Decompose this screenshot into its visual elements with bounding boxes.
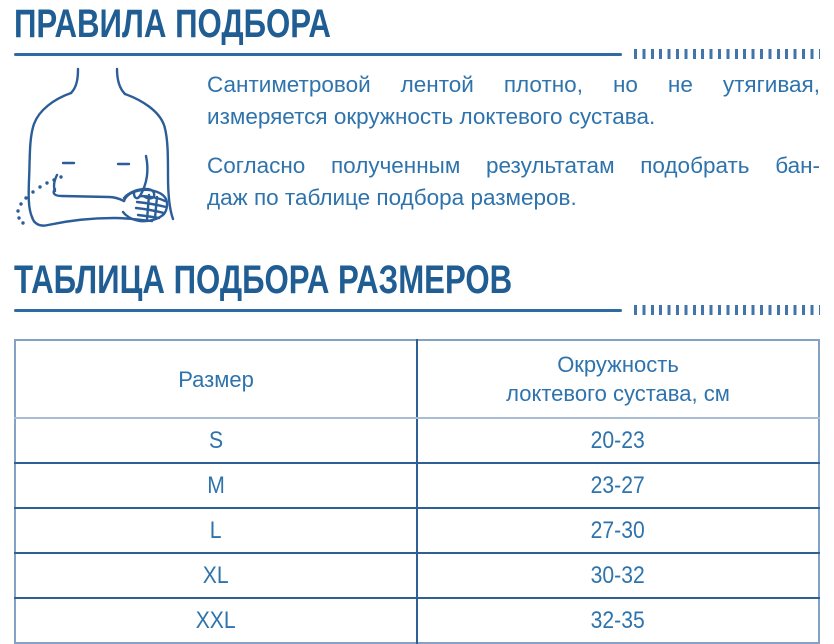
- paragraph: Сантиметровой лентой плотно, но не утяги…: [207, 69, 820, 133]
- size-cell: XXL: [15, 598, 418, 643]
- paragraph: Согласно полученным результатам подобрат…: [207, 150, 820, 214]
- size-cell: XL: [15, 553, 418, 599]
- section-title-rules-text: ПРАВИЛА ПОДБОРА: [14, 2, 331, 46]
- circumference-cell-text: 20-23: [590, 426, 646, 454]
- section-title-size-table: ТАБЛИЦА ПОДБОРА РАЗМЕРОВ: [14, 260, 820, 300]
- instruction-text: Сантиметровой лентой плотно, но не утяги…: [204, 67, 820, 231]
- paragraph-line: Сантиметровой лентой плотно, но не утяги…: [207, 72, 820, 97]
- circumference-cell: 27-30: [417, 508, 819, 554]
- circumference-cell-text: 30-32: [590, 561, 646, 589]
- circumference-cell-text: 32-35: [590, 606, 646, 634]
- table-row: XXL 32-35: [15, 598, 819, 643]
- table-row: M 23-27: [15, 463, 819, 509]
- size-cell-text: L: [210, 516, 222, 544]
- rules-content: Сантиметровой лентой плотно, но не утяги…: [14, 67, 820, 240]
- size-cell: M: [15, 463, 418, 509]
- section-title-rules: ПРАВИЛА ПОДБОРА: [14, 4, 820, 44]
- circumference-cell: 20-23: [417, 418, 819, 464]
- torso-line-drawing: [16, 67, 175, 227]
- torso-illustration: [14, 67, 204, 240]
- size-cell-text: XL: [203, 561, 229, 589]
- circumference-cell-text: 27-30: [590, 516, 646, 544]
- size-table: Размер Окружность локтевого сустава, см …: [14, 339, 820, 644]
- heading-underline: [14, 305, 820, 315]
- paragraph-line: измеряется окружность локтевого сустава.: [207, 104, 656, 129]
- tick-marks-decoration: [634, 49, 820, 59]
- size-cell-text: XXL: [196, 606, 236, 634]
- size-cell: L: [15, 508, 418, 554]
- underline-rule: [14, 52, 622, 56]
- section-size-table: ТАБЛИЦА ПОДБОРА РАЗМЕРОВ Размер Окружнос…: [14, 260, 820, 644]
- size-cell-text: M: [207, 471, 225, 499]
- circumference-cell-text: 23-27: [590, 471, 646, 499]
- size-cell-text: S: [208, 426, 224, 454]
- underline-rule: [14, 308, 622, 312]
- table-row: L 27-30: [15, 508, 819, 554]
- heading-underline: [14, 49, 820, 59]
- column-header-circumference: Окружность локтевого сустава, см: [417, 340, 819, 419]
- circumference-cell: 23-27: [417, 463, 819, 509]
- table-header-row: Размер Окружность локтевого сустава, см: [15, 340, 819, 419]
- table-row: S 20-23: [15, 418, 819, 464]
- circumference-cell: 32-35: [417, 598, 819, 643]
- section-title-size-table-text: ТАБЛИЦА ПОДБОРА РАЗМЕРОВ: [14, 258, 513, 302]
- section-rules: ПРАВИЛА ПОДБОРА: [14, 4, 820, 240]
- table-row: XL 30-32: [15, 553, 819, 599]
- column-header-size: Размер: [15, 340, 418, 419]
- size-cell: S: [15, 418, 418, 464]
- paragraph-line: даж по таблице подбора размеров.: [207, 185, 577, 210]
- tick-marks-decoration: [634, 305, 820, 315]
- elbow-measurement-dots: [16, 175, 63, 225]
- circumference-cell: 30-32: [417, 553, 819, 599]
- paragraph-line: Согласно полученным результатам подобрат…: [207, 153, 820, 178]
